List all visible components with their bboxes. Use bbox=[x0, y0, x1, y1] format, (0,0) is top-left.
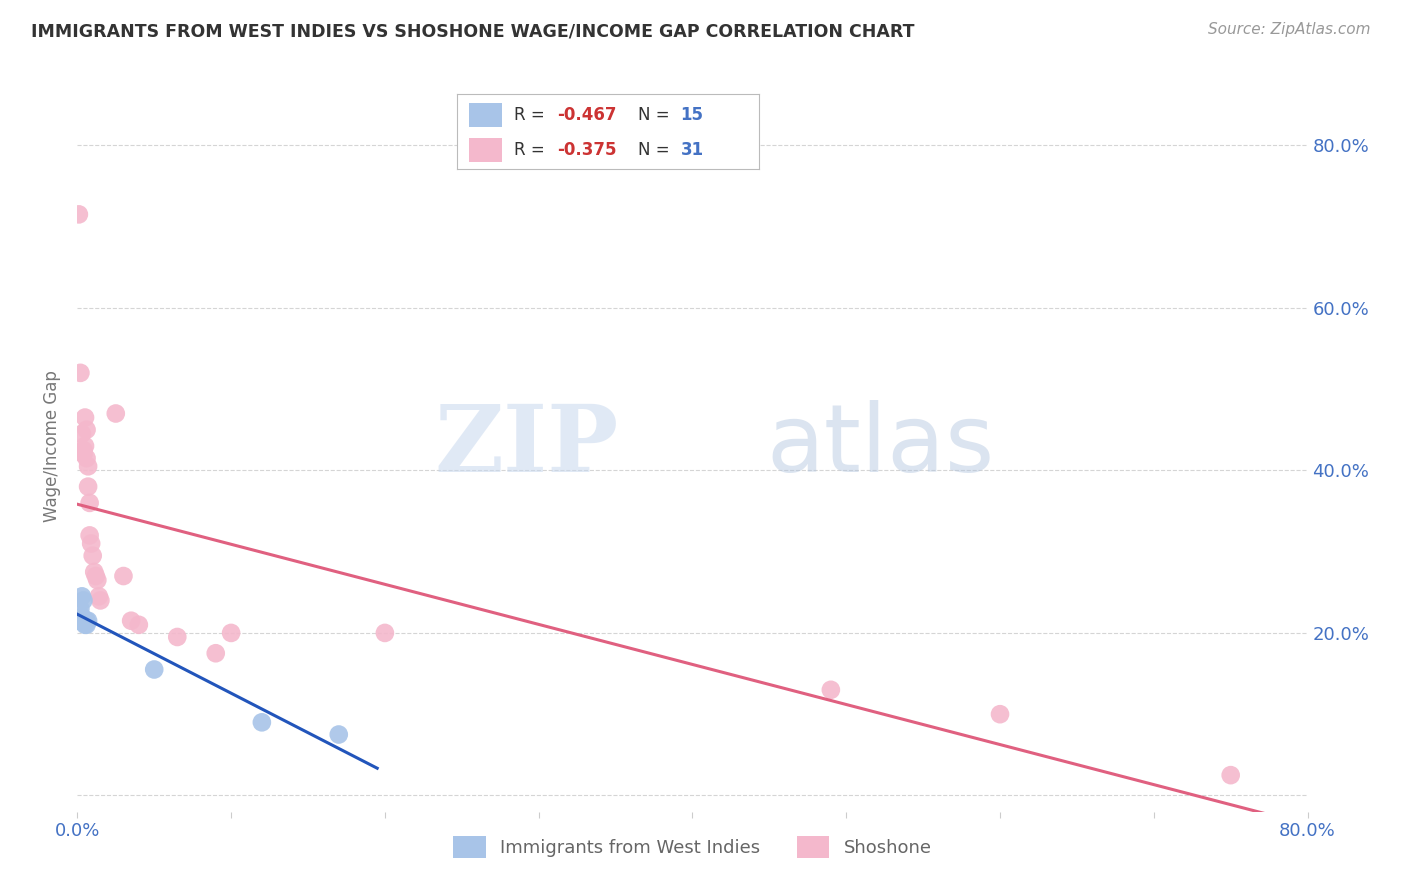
Point bbox=[73, 410, 96, 425]
Point bbox=[73, 617, 96, 632]
Point bbox=[80, 536, 103, 550]
Point bbox=[73, 614, 96, 628]
Point bbox=[73, 439, 96, 453]
Point bbox=[86, 573, 108, 587]
Point bbox=[204, 646, 226, 660]
Text: R =: R = bbox=[515, 106, 550, 124]
Y-axis label: Wage/Income Gap: Wage/Income Gap bbox=[44, 370, 62, 522]
Point bbox=[89, 593, 111, 607]
Bar bbox=[470, 137, 502, 161]
Point bbox=[1219, 768, 1241, 782]
Text: Source: ZipAtlas.com: Source: ZipAtlas.com bbox=[1208, 22, 1371, 37]
Point bbox=[128, 617, 150, 632]
Text: 31: 31 bbox=[681, 141, 704, 159]
Point bbox=[83, 565, 105, 579]
Point bbox=[143, 663, 166, 677]
Point bbox=[76, 451, 98, 466]
Point bbox=[67, 207, 90, 221]
Point bbox=[70, 426, 93, 441]
Text: N =: N = bbox=[638, 106, 675, 124]
Point bbox=[67, 614, 90, 628]
Point bbox=[82, 549, 104, 563]
Point bbox=[69, 366, 91, 380]
Point bbox=[70, 590, 93, 604]
Point bbox=[120, 614, 142, 628]
Text: N =: N = bbox=[638, 141, 675, 159]
Point bbox=[72, 447, 94, 461]
Point bbox=[70, 609, 93, 624]
Legend: Immigrants from West Indies, Shoshone: Immigrants from West Indies, Shoshone bbox=[446, 829, 939, 865]
Point bbox=[104, 407, 127, 421]
Point bbox=[72, 614, 94, 628]
Point bbox=[79, 496, 101, 510]
Point bbox=[76, 617, 98, 632]
Text: IMMIGRANTS FROM WEST INDIES VS SHOSHONE WAGE/INCOME GAP CORRELATION CHART: IMMIGRANTS FROM WEST INDIES VS SHOSHONE … bbox=[31, 22, 914, 40]
Point bbox=[112, 569, 135, 583]
Text: atlas: atlas bbox=[766, 400, 994, 492]
Bar bbox=[470, 103, 502, 127]
Point bbox=[328, 727, 350, 741]
Point bbox=[820, 682, 842, 697]
Point bbox=[77, 480, 100, 494]
Point bbox=[219, 626, 242, 640]
Point bbox=[76, 614, 98, 628]
Text: ZIP: ZIP bbox=[434, 401, 619, 491]
Text: R =: R = bbox=[515, 141, 550, 159]
Point bbox=[84, 569, 107, 583]
Point bbox=[69, 601, 91, 615]
Point bbox=[77, 614, 100, 628]
Point bbox=[988, 707, 1011, 722]
Point bbox=[250, 715, 273, 730]
Point bbox=[72, 443, 94, 458]
Point bbox=[166, 630, 188, 644]
Point bbox=[87, 590, 110, 604]
Point bbox=[73, 614, 96, 628]
Point bbox=[76, 423, 98, 437]
Point bbox=[72, 593, 94, 607]
Point bbox=[79, 528, 101, 542]
Text: 15: 15 bbox=[681, 106, 703, 124]
Point bbox=[374, 626, 396, 640]
Point bbox=[77, 459, 100, 474]
Text: -0.467: -0.467 bbox=[557, 106, 616, 124]
Text: -0.375: -0.375 bbox=[557, 141, 616, 159]
